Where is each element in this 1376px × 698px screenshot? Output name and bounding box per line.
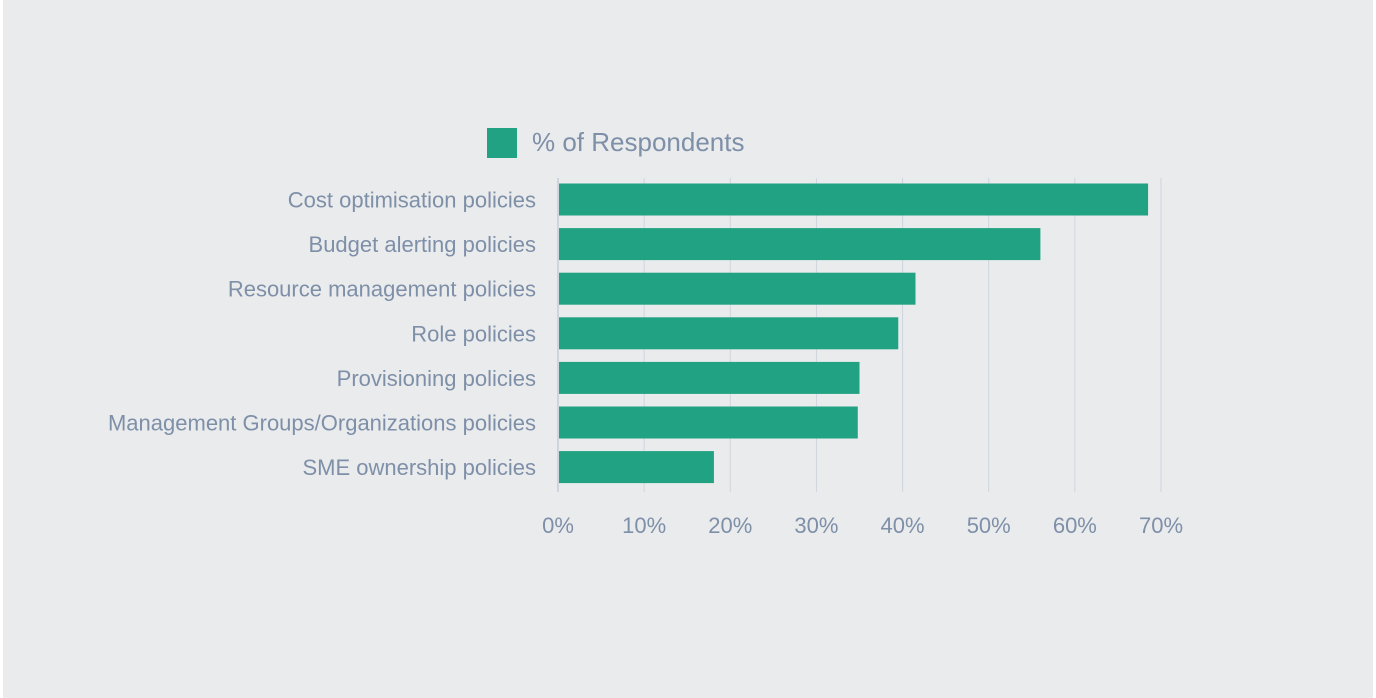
legend-label-respondents: % of Respondents xyxy=(532,127,744,157)
bar-management-groups-organizations-policies[interactable] xyxy=(559,406,858,439)
category-label: Cost optimisation policies xyxy=(288,188,536,213)
x-tick-label: 0% xyxy=(542,513,574,538)
bar-role-policies[interactable] xyxy=(559,317,899,350)
x-tick-label: 40% xyxy=(881,513,925,538)
bars xyxy=(559,183,1149,484)
bar-sme-ownership-policies[interactable] xyxy=(559,451,714,484)
bar-resource-management-policies[interactable] xyxy=(559,272,916,305)
x-tick-label: 20% xyxy=(708,513,752,538)
bar-budget-alerting-policies[interactable] xyxy=(559,228,1041,261)
category-label: Role policies xyxy=(411,321,536,346)
x-axis-tick-labels: 0% 10% 20% 30% 40% 50% 60% 70% xyxy=(542,513,1183,538)
x-tick-label: 60% xyxy=(1053,513,1097,538)
x-tick-label: 70% xyxy=(1139,513,1183,538)
x-tick-label: 50% xyxy=(967,513,1011,538)
bar-provisioning-policies[interactable] xyxy=(559,361,860,394)
category-label: Management Groups/Organizations policies xyxy=(108,411,536,436)
x-tick-label: 10% xyxy=(622,513,666,538)
category-label: Resource management policies xyxy=(228,277,536,302)
x-tick-label: 30% xyxy=(794,513,838,538)
category-label: Budget alerting policies xyxy=(309,232,536,257)
category-label: Provisioning policies xyxy=(337,366,536,391)
legend-swatch-respondents xyxy=(487,128,517,158)
bar-cost-optimisation-policies[interactable] xyxy=(559,183,1149,216)
category-labels: Cost optimisation policies Budget alertin… xyxy=(108,188,536,481)
category-label: SME ownership policies xyxy=(302,455,536,480)
legend[interactable]: % of Respondents xyxy=(487,127,744,158)
